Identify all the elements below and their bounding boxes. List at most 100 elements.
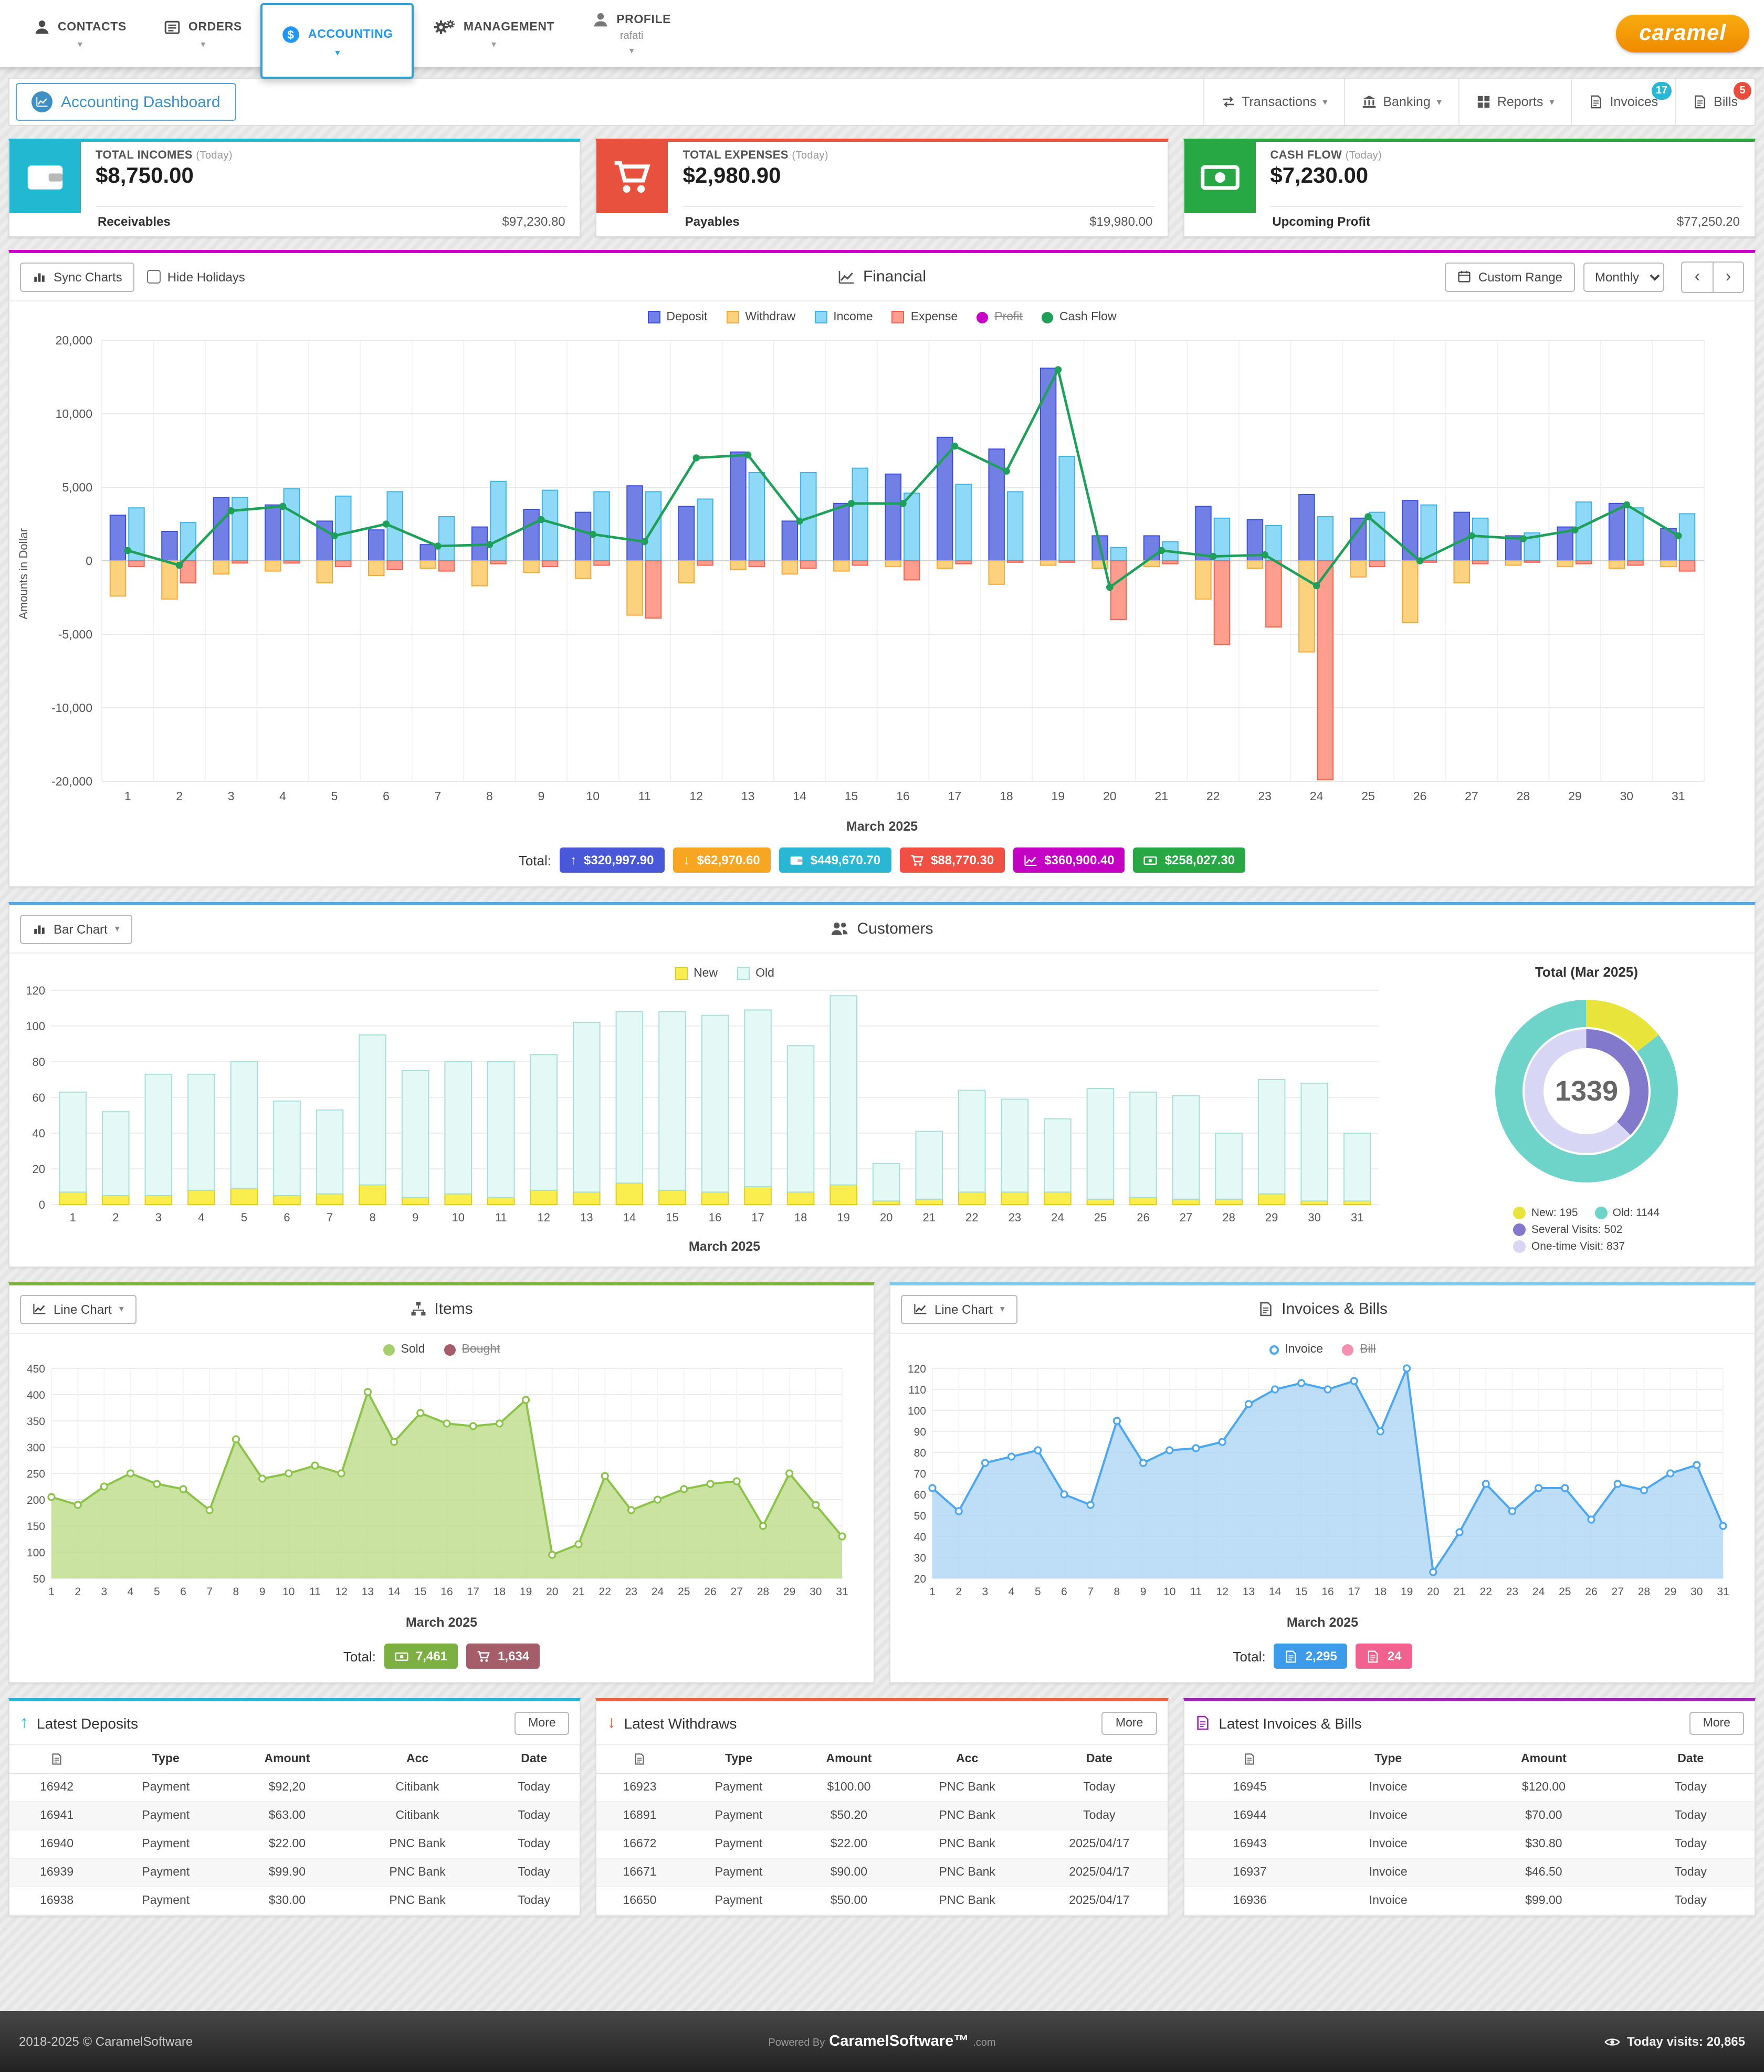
legend-bill[interactable]: Bill — [1342, 1343, 1376, 1356]
svg-text:20: 20 — [1427, 1586, 1439, 1598]
svg-text:-10,000: -10,000 — [51, 701, 92, 715]
deposit-row[interactable]: 16941 Payment $63.00 Citibank Today — [9, 1802, 580, 1831]
deposit-row[interactable]: 16938 Payment $30.00 PNC Bank Today — [9, 1887, 580, 1916]
transactions-button[interactable]: Transactions ▾ — [1203, 79, 1345, 125]
svg-text:27: 27 — [1465, 789, 1478, 803]
toolbar-actions: Transactions ▾ Banking ▾ Reports ▾ Invoices… — [1203, 79, 1755, 125]
svg-text:6: 6 — [383, 789, 390, 803]
nav-item-orders[interactable]: ORDERS ▾ — [145, 0, 261, 67]
legend-withdraw[interactable]: Withdraw — [726, 311, 795, 323]
invoice-row[interactable]: 16937 Invoice $46.50 Today — [1184, 1858, 1755, 1888]
legend-old[interactable]: Old — [737, 967, 774, 980]
tab-accounting-dashboard[interactable]: Accounting Dashboard — [16, 83, 236, 121]
customers-chart-type-select[interactable]: Bar Chart ▾ — [20, 914, 132, 944]
range-select[interactable]: Monthly — [1583, 262, 1664, 291]
deposit-row[interactable]: 16942 Payment $92,20 Citibank Today — [9, 1773, 580, 1803]
legend-cash-flow[interactable]: Cash Flow — [1041, 311, 1117, 323]
nav-item-contacts[interactable]: CONTACTS ▾ — [15, 0, 145, 67]
svg-text:120: 120 — [908, 1363, 926, 1375]
invoice-row[interactable]: 16945 Invoice $120.00 Today — [1184, 1773, 1755, 1803]
invoices-button[interactable]: Invoices 17 — [1571, 79, 1675, 125]
bought-total-badge: 1,634 — [466, 1644, 540, 1669]
powered-by: Powered By CaramelSoftware™ .com — [768, 2033, 996, 2050]
items-chart-type-select[interactable]: Line Chart ▾ — [20, 1294, 136, 1324]
latest-withdraws-panel: ↓ Latest Withdraws More Type Amount Acc D… — [595, 1698, 1169, 1917]
svg-text:8: 8 — [369, 1211, 375, 1224]
bill-icon — [1367, 1649, 1380, 1663]
svg-text:16: 16 — [709, 1211, 721, 1224]
invoice-row[interactable]: 16936 Invoice $99.00 Today — [1184, 1887, 1755, 1916]
svg-text:4: 4 — [279, 789, 286, 803]
svg-text:5: 5 — [1035, 1586, 1041, 1598]
withdraws-more-button[interactable]: More — [1101, 1711, 1157, 1734]
legend-invoice[interactable]: Invoice — [1269, 1343, 1323, 1356]
withdraw-row[interactable]: 16891 Payment $50.20 PNC Bank Today — [596, 1802, 1168, 1831]
withdraw-row[interactable]: 16923 Payment $100.00 PNC Bank Today — [596, 1773, 1168, 1803]
svg-text:15: 15 — [845, 789, 858, 803]
sold-total-badge: 7,461 — [384, 1644, 458, 1669]
invoice-row[interactable]: 16943 Invoice $30.80 Today — [1184, 1830, 1755, 1859]
svg-text:14: 14 — [623, 1211, 636, 1224]
sync-charts-button[interactable]: Sync Charts — [20, 262, 135, 291]
svg-text:2: 2 — [112, 1211, 119, 1224]
next-button[interactable]: › — [1713, 261, 1744, 292]
card-cash-flow: CASH FLOW (Today) $7,230.00 Upcoming Pro… — [1183, 139, 1756, 237]
legend-income[interactable]: Income — [814, 311, 873, 323]
deposits-more-button[interactable]: More — [514, 1711, 570, 1734]
caramel-logo[interactable]: caramel — [1616, 15, 1749, 53]
chart-line-icon — [33, 1302, 46, 1316]
svg-text:26: 26 — [1585, 1586, 1597, 1598]
svg-text:15: 15 — [414, 1586, 426, 1598]
svg-text:10: 10 — [282, 1586, 295, 1598]
legend-expense[interactable]: Expense — [891, 311, 958, 323]
bills-button[interactable]: Bills 5 — [1675, 79, 1755, 125]
financial-totals: Total: ↑ $320,997.90 ↓ $62,970.60 $449,670… — [9, 838, 1755, 886]
withdraw-row[interactable]: 16671 Payment $90.00 PNC Bank 2025/04/17 — [596, 1858, 1168, 1888]
svg-text:13: 13 — [362, 1586, 374, 1598]
customers-panel: Bar Chart ▾ Customers New Old 0 20 40 60 80 10… — [8, 902, 1756, 1268]
svg-text:350: 350 — [27, 1416, 45, 1428]
svg-text:24: 24 — [1051, 1211, 1064, 1224]
nav-item-management[interactable]: MANAGEMENT ▾ — [414, 0, 573, 67]
svg-text:-20,000: -20,000 — [51, 775, 92, 788]
hide-holidays-checkbox[interactable] — [147, 270, 161, 284]
donut-legend-several-visits[interactable]: Several Visits: 502 — [1513, 1223, 1622, 1236]
money-icon — [1184, 142, 1256, 213]
reports-button[interactable]: Reports ▾ — [1458, 79, 1571, 125]
svg-text:21: 21 — [1154, 789, 1168, 803]
legend-deposit[interactable]: Deposit — [647, 311, 707, 323]
invoices-totals: Total: 2,295 24 — [890, 1634, 1755, 1682]
withdraw-row[interactable]: 16672 Payment $22.00 PNC Bank 2025/04/17 — [596, 1830, 1168, 1859]
banking-button[interactable]: Banking ▾ — [1344, 79, 1458, 125]
today-visits: Today visits: 20,865 — [996, 2034, 1745, 2049]
chevron-down-icon: ▾ — [491, 38, 497, 49]
id-icon — [633, 1753, 646, 1765]
deposit-row[interactable]: 16939 Payment $99.90 PNC Bank Today — [9, 1858, 580, 1888]
legend-profit[interactable]: Profit — [976, 311, 1023, 323]
invoice-row[interactable]: 16944 Invoice $70.00 Today — [1184, 1802, 1755, 1831]
donut-legend-new[interactable]: New: 195 — [1513, 1207, 1578, 1219]
x-axis-label: March 2025 — [405, 1615, 478, 1630]
hide-holidays-toggle[interactable]: Hide Holidays — [147, 269, 245, 284]
donut-legend-one-time-visit[interactable]: One-time Visit: 837 — [1513, 1240, 1625, 1253]
nav-item-profile[interactable]: PROFILE rafati ▾ — [573, 0, 690, 67]
invoices-more-button[interactable]: More — [1689, 1711, 1744, 1734]
svg-text:7: 7 — [435, 789, 442, 803]
dashboard-tab-label: Accounting Dashboard — [61, 93, 220, 111]
nav-item-accounting[interactable]: ACCOUNTING ▾ — [260, 3, 414, 79]
card-value: $8,750.00 — [96, 164, 194, 188]
custom-range-button[interactable]: Custom Range — [1444, 262, 1575, 291]
legend-bought[interactable]: Bought — [444, 1343, 500, 1356]
svg-text:17: 17 — [1348, 1586, 1360, 1598]
invoices-chart-type-select[interactable]: Line Chart ▾ — [901, 1294, 1017, 1324]
withdraw-row[interactable]: 16650 Payment $50.00 PNC Bank 2025/04/17 — [596, 1887, 1168, 1916]
svg-text:28: 28 — [1222, 1211, 1235, 1224]
card-sub-value: $97,230.80 — [502, 214, 565, 229]
legend-new[interactable]: New — [675, 967, 718, 980]
legend-sold[interactable]: Sold — [383, 1343, 425, 1356]
prev-button[interactable]: ‹ — [1681, 261, 1713, 292]
svg-text:1339: 1339 — [1555, 1075, 1618, 1107]
svg-text:9: 9 — [538, 789, 544, 803]
deposit-row[interactable]: 16940 Payment $22.00 PNC Bank Today — [9, 1830, 580, 1859]
donut-legend-old[interactable]: Old: 1144 — [1594, 1207, 1660, 1219]
